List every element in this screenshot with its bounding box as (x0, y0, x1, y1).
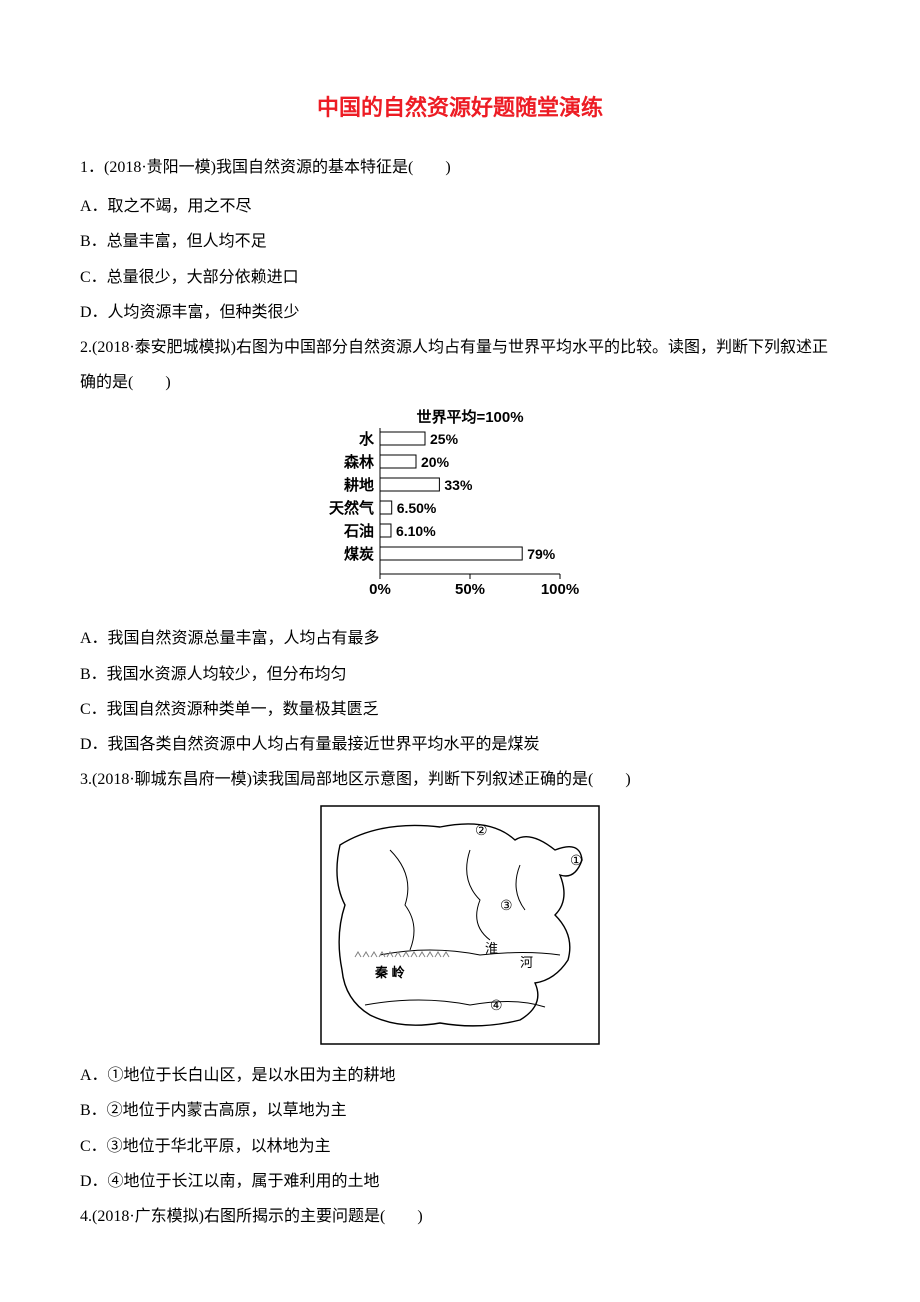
q4-stem-suffix: ) (417, 1208, 422, 1225)
svg-text:秦 岭: 秦 岭 (374, 965, 405, 980)
q1-stem-prefix: 1．(2018·贵阳一模)我国自然资源的基本特征是( (80, 159, 413, 176)
svg-text:煤炭: 煤炭 (344, 545, 374, 563)
q2-stem-prefix: 2.(2018·泰安肥城模拟)右图为中国部分自然资源人均占有量与世界平均水平的比… (80, 339, 828, 391)
svg-text:6.50%: 6.50% (397, 500, 437, 516)
q1-option-c: C．总量很少，大部分依赖进口 (80, 260, 840, 295)
q1-stem: 1．(2018·贵阳一模)我国自然资源的基本特征是( ) (80, 150, 840, 185)
svg-text:天然气: 天然气 (329, 499, 374, 517)
svg-text:33%: 33% (444, 477, 473, 493)
q4-stem-prefix: 4.(2018·广东模拟)右图所揭示的主要问题是( (80, 1208, 385, 1225)
q1-stem-suffix: ) (445, 159, 450, 176)
map-svg: ① ② ③ ④ 秦 岭 淮河 (320, 805, 600, 1045)
map-region: ① ② ③ ④ 秦 岭 淮河 (80, 805, 840, 1050)
q3-stem-prefix: 3.(2018·聊城东昌府一模)读我国局部地区示意图，判断下列叙述正确的是( (80, 771, 593, 788)
svg-text:②: ② (475, 824, 488, 839)
q2-option-c: C．我国自然资源种类单一，数量极其匮乏 (80, 692, 840, 727)
page-title: 中国的自然资源好题随堂演练 (80, 90, 840, 122)
svg-text:25%: 25% (430, 431, 459, 447)
q2-stem-suffix: ) (165, 374, 170, 391)
svg-text:79%: 79% (527, 546, 556, 562)
q2-option-b: B．我国水资源人均较少，但分布均匀 (80, 657, 840, 692)
svg-text:水: 水 (359, 430, 375, 448)
q1-option-d: D．人均资源丰富，但种类很少 (80, 295, 840, 330)
svg-text:耕地: 耕地 (344, 476, 374, 494)
q2-stem: 2.(2018·泰安肥城模拟)右图为中国部分自然资源人均占有量与世界平均水平的比… (80, 330, 840, 400)
svg-text:100%: 100% (541, 581, 579, 598)
svg-text:0%: 0% (369, 581, 391, 598)
q4-stem: 4.(2018·广东模拟)右图所揭示的主要问题是( ) (80, 1199, 840, 1234)
svg-text:③: ③ (500, 899, 513, 914)
svg-text:①: ① (570, 854, 583, 869)
q3-option-a: A．①地位于长白山区，是以水田为主的耕地 (80, 1058, 840, 1093)
q3-option-b: B．②地位于内蒙古高原，以草地为主 (80, 1093, 840, 1128)
q2-gap (133, 374, 165, 391)
q2-option-d: D．我国各类自然资源中人均占有量最接近世界平均水平的是煤炭 (80, 727, 840, 762)
svg-text:50%: 50% (455, 581, 485, 598)
bar-chart-svg: 世界平均=100% 水 25% 森林 20% 耕地 33% 天然气 6.50% 石油 6.10% 煤炭… (305, 408, 615, 608)
svg-text:淮: 淮 (485, 941, 498, 956)
q3-gap (593, 771, 625, 788)
q3-stem: 3.(2018·聊城东昌府一模)读我国局部地区示意图，判断下列叙述正确的是( ) (80, 762, 840, 797)
svg-text:石油: 石油 (343, 522, 374, 540)
q3-option-c: C．③地位于华北平原，以林地为主 (80, 1129, 840, 1164)
svg-text:河: 河 (520, 955, 533, 970)
q3-stem-suffix: ) (625, 771, 630, 788)
svg-text:6.10%: 6.10% (396, 523, 436, 539)
svg-text:森林: 森林 (344, 453, 375, 471)
svg-text:20%: 20% (421, 454, 450, 470)
chart-bar-resources: 世界平均=100% 水 25% 森林 20% 耕地 33% 天然气 6.50% 石油 6.10% 煤炭… (80, 408, 840, 613)
q1-option-b: B．总量丰富，但人均不足 (80, 224, 840, 259)
q4-gap (385, 1208, 417, 1225)
svg-text:世界平均=100%: 世界平均=100% (416, 408, 523, 426)
q3-option-d: D．④地位于长江以南，属于难利用的土地 (80, 1164, 840, 1199)
q1-gap (413, 159, 445, 176)
svg-text:④: ④ (490, 999, 503, 1014)
q2-option-a: A．我国自然资源总量丰富，人均占有最多 (80, 621, 840, 656)
q1-option-a: A．取之不竭，用之不尽 (80, 189, 840, 224)
